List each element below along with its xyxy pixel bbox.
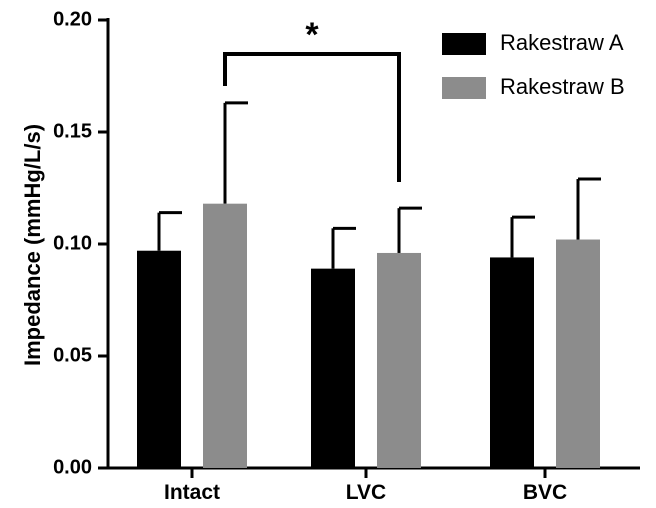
legend-label: Rakestraw A [500,30,624,55]
legend-label: Rakestraw B [500,74,625,99]
significance-bracket: * [223,16,401,182]
legend-swatch [442,33,486,55]
bars [137,203,600,468]
significance-line [223,52,401,182]
x-category-label: Intact [164,481,220,504]
bar [556,239,600,468]
bar [377,252,421,468]
significance-marker: * [305,16,319,54]
y-axis-label: Impedance (mmHg/L/s) [20,124,45,366]
bar [490,257,534,468]
legend: Rakestraw A Rakestraw B [442,30,625,99]
y-tick-label: 0.20 [53,8,92,30]
legend-swatch [442,77,486,99]
y-tick-label: 0.10 [53,232,92,254]
x-category-label: LVC [346,481,386,504]
y-tick-label: 0.05 [53,344,92,366]
y-ticks: 0.00 0.05 0.10 0.15 0.20 [53,8,108,478]
bar [137,250,181,468]
bar [311,268,355,468]
y-tick-label: 0.15 [53,120,92,142]
x-category-label: BVC [523,481,567,504]
y-tick-label: 0.00 [53,456,92,478]
error-bars [157,101,601,269]
bar [203,203,247,468]
x-category-labels: Intact LVC BVC [164,468,567,504]
